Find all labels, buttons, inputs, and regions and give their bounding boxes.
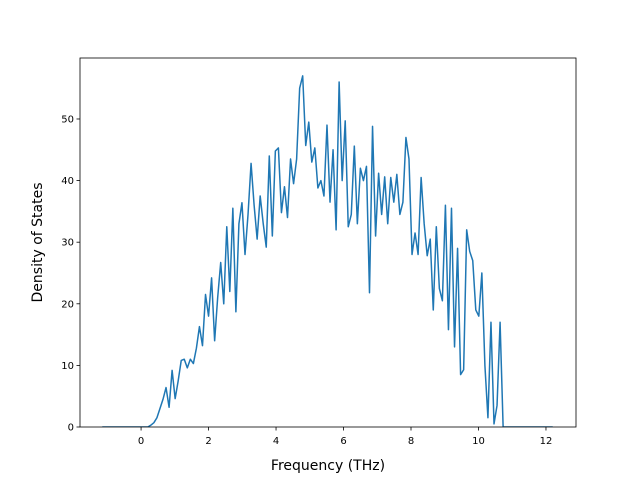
x-tick-label: 10 [472,436,485,447]
y-tick-label: 20 [61,299,74,310]
y-tick-label: 30 [61,238,74,249]
x-tick-label: 8 [408,436,414,447]
x-tick-label: 6 [340,436,346,447]
x-tick-label: 4 [273,436,279,447]
x-tick-label: 12 [540,436,553,447]
y-tick-label: 50 [61,114,74,125]
x-tick-label: 0 [138,436,144,447]
x-axis-label: Frequency (THz) [271,458,385,474]
data-line [102,75,553,427]
y-tick-label: 0 [68,423,74,434]
y-axis-label: Density of States [30,183,46,303]
axes-frame [79,57,577,428]
x-tick-label: 2 [205,436,211,447]
y-tick-label: 40 [61,176,74,187]
y-tick-label: 10 [61,361,74,372]
